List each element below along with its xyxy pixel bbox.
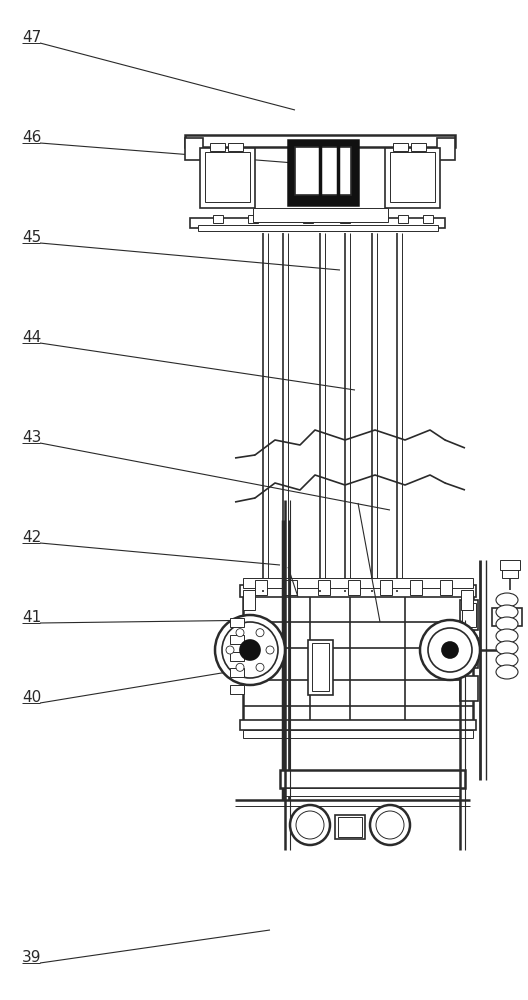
Bar [340, 215, 350, 223]
Ellipse shape [420, 620, 480, 680]
Bar [308, 640, 333, 695]
Ellipse shape [226, 646, 234, 654]
Bar [462, 603, 476, 627]
Bar [411, 143, 426, 151]
Bar [410, 580, 422, 595]
Text: 44: 44 [22, 330, 41, 345]
Ellipse shape [266, 646, 274, 654]
Bar [240, 720, 476, 730]
Bar [295, 147, 351, 195]
Bar [502, 568, 518, 578]
Bar [185, 135, 455, 147]
Bar [393, 143, 408, 151]
Bar [230, 635, 244, 644]
Bar [243, 592, 473, 722]
Ellipse shape [236, 663, 244, 671]
Bar [288, 140, 358, 205]
Bar [230, 652, 244, 661]
Bar [318, 580, 330, 595]
Text: 42: 42 [22, 530, 41, 545]
Bar [460, 600, 478, 630]
Bar [460, 638, 478, 668]
Bar [338, 817, 362, 837]
Text: 40: 40 [22, 690, 41, 705]
Bar [303, 215, 313, 223]
Bar [423, 215, 433, 223]
Text: 43: 43 [22, 430, 41, 445]
Bar [253, 208, 388, 222]
Ellipse shape [428, 628, 472, 672]
Bar [230, 685, 244, 694]
Ellipse shape [496, 617, 518, 631]
Bar [280, 770, 465, 788]
Bar [255, 580, 267, 595]
Bar [380, 580, 392, 595]
Text: 46: 46 [22, 130, 41, 145]
Bar [461, 590, 473, 610]
Ellipse shape [215, 615, 285, 685]
Ellipse shape [442, 642, 458, 658]
Ellipse shape [296, 811, 324, 839]
Bar [312, 643, 329, 691]
Bar [240, 585, 476, 597]
Bar [335, 815, 365, 839]
Ellipse shape [256, 663, 264, 671]
Bar [230, 618, 244, 627]
Bar [248, 215, 258, 223]
Ellipse shape [240, 640, 260, 660]
Bar [228, 143, 243, 151]
Ellipse shape [290, 805, 330, 845]
Text: 47: 47 [22, 30, 41, 45]
Bar [285, 788, 460, 796]
Bar [243, 730, 473, 738]
Ellipse shape [256, 629, 264, 637]
Ellipse shape [496, 605, 518, 619]
Bar [348, 580, 360, 595]
Bar [398, 215, 408, 223]
Ellipse shape [496, 629, 518, 643]
Text: 41: 41 [22, 610, 41, 625]
Bar [460, 676, 478, 701]
Bar [243, 590, 255, 610]
Ellipse shape [376, 811, 404, 839]
Ellipse shape [496, 665, 518, 679]
Ellipse shape [496, 593, 518, 607]
Text: 45: 45 [22, 230, 41, 245]
Bar [200, 148, 255, 208]
Bar [385, 148, 440, 208]
Bar [492, 608, 522, 626]
Bar [390, 152, 435, 202]
Bar [213, 215, 223, 223]
Bar [440, 580, 452, 595]
Text: 39: 39 [22, 950, 42, 965]
Bar [243, 578, 473, 588]
Bar [190, 218, 445, 228]
Ellipse shape [496, 641, 518, 655]
Bar [462, 641, 476, 665]
Bar [500, 560, 520, 570]
Ellipse shape [496, 653, 518, 667]
Bar [230, 668, 244, 677]
Bar [205, 152, 250, 202]
Ellipse shape [370, 805, 410, 845]
Bar [210, 143, 225, 151]
Bar [437, 138, 455, 160]
Ellipse shape [222, 622, 278, 678]
Ellipse shape [236, 629, 244, 637]
Bar [198, 225, 438, 231]
Bar [185, 138, 203, 160]
Bar [285, 580, 297, 595]
